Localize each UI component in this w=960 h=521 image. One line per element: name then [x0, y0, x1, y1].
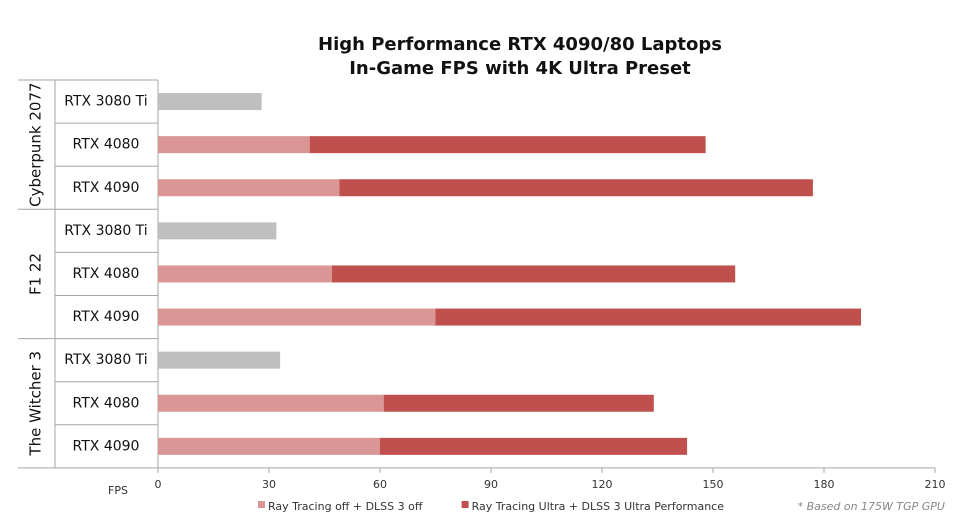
x-tick-label: 60 — [373, 478, 387, 491]
legend-swatch — [258, 501, 265, 508]
bar-segment — [158, 394, 384, 412]
x-tick-labels: 0 30 60 90 120 150 180 210 — [155, 478, 946, 491]
group-label: The Witcher 3 — [27, 351, 45, 457]
bar-segment — [331, 265, 736, 283]
bar-segment — [158, 179, 340, 197]
category-label: RTX 4080 — [73, 266, 140, 282]
x-tick-label: 0 — [155, 478, 162, 491]
x-tick-label: 150 — [703, 478, 724, 491]
x-tick-label: 210 — [925, 478, 946, 491]
category-labels: Cyberpunk 2077 RTX 3080 Ti RTX 4080 RTX 409… — [27, 82, 148, 456]
category-label: RTX 3080 Ti — [64, 223, 147, 239]
bar-segment — [383, 394, 654, 412]
legend: Ray Tracing off + DLSS 3 off Ray Tracing … — [258, 500, 724, 513]
footnote: * Based on 175W TGP GPU — [798, 500, 945, 513]
bar-segment — [158, 308, 436, 326]
x-tick-label: 180 — [814, 478, 835, 491]
bar-segment — [339, 179, 813, 197]
bar-segment — [158, 222, 277, 240]
category-label: RTX 4090 — [73, 438, 140, 454]
bar-segment — [158, 437, 380, 455]
legend-label: Ray Tracing Ultra + DLSS 3 Ultra Perform… — [472, 500, 725, 513]
bar-segment — [435, 308, 861, 326]
category-label: RTX 3080 Ti — [64, 94, 147, 110]
category-label: RTX 4090 — [73, 309, 140, 325]
bar-segment — [309, 136, 706, 154]
bar-segment — [380, 437, 688, 455]
category-label: RTX 4080 — [73, 395, 140, 411]
bar-segment — [158, 265, 332, 283]
group-label: F1 22 — [27, 253, 45, 295]
legend-label: Ray Tracing off + DLSS 3 off — [268, 500, 423, 513]
category-label: RTX 4090 — [73, 180, 140, 196]
x-tick-label: 30 — [262, 478, 276, 491]
x-axis-label: FPS — [108, 484, 128, 497]
bars — [158, 93, 861, 455]
bar-segment — [158, 351, 281, 369]
bar-segment — [158, 93, 262, 111]
category-label: RTX 3080 Ti — [64, 352, 147, 368]
legend-swatch — [461, 501, 469, 508]
axes — [18, 79, 936, 473]
bar-segment — [158, 136, 310, 154]
group-label: Cyberpunk 2077 — [27, 82, 45, 206]
x-tick-label: 120 — [592, 478, 613, 491]
category-label: RTX 4080 — [73, 137, 140, 153]
x-tick-label: 90 — [484, 478, 498, 491]
chart-title-line-2: In-Game FPS with 4K Ultra Preset — [349, 58, 691, 79]
chart-title-line-1: High Performance RTX 4090/80 Laptops — [318, 34, 722, 55]
